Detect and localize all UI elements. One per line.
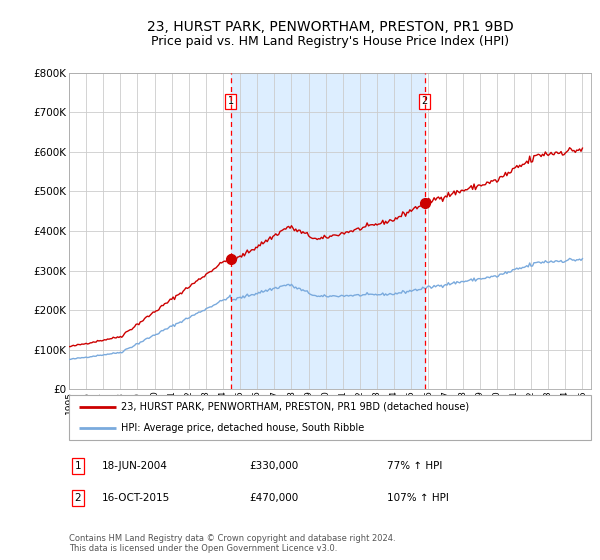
Text: 23, HURST PARK, PENWORTHAM, PRESTON, PR1 9BD: 23, HURST PARK, PENWORTHAM, PRESTON, PR1… (146, 20, 514, 34)
Text: Contains HM Land Registry data © Crown copyright and database right 2024.
This d: Contains HM Land Registry data © Crown c… (69, 534, 395, 553)
Text: 107% ↑ HPI: 107% ↑ HPI (387, 493, 449, 503)
Text: £470,000: £470,000 (249, 493, 298, 503)
Bar (231, 73, 425, 389)
Text: 2: 2 (74, 493, 82, 503)
Text: 2: 2 (422, 96, 428, 106)
Text: 18-JUN-2004: 18-JUN-2004 (102, 461, 168, 471)
Text: 23, HURST PARK, PENWORTHAM, PRESTON, PR1 9BD (detached house): 23, HURST PARK, PENWORTHAM, PRESTON, PR1… (121, 402, 469, 412)
Text: 77% ↑ HPI: 77% ↑ HPI (387, 461, 442, 471)
Text: Price paid vs. HM Land Registry's House Price Index (HPI): Price paid vs. HM Land Registry's House … (151, 35, 509, 48)
Text: 1: 1 (74, 461, 82, 471)
Text: 1: 1 (228, 96, 234, 106)
Text: HPI: Average price, detached house, South Ribble: HPI: Average price, detached house, Sout… (121, 422, 364, 432)
Text: £330,000: £330,000 (249, 461, 298, 471)
Text: 16-OCT-2015: 16-OCT-2015 (102, 493, 170, 503)
